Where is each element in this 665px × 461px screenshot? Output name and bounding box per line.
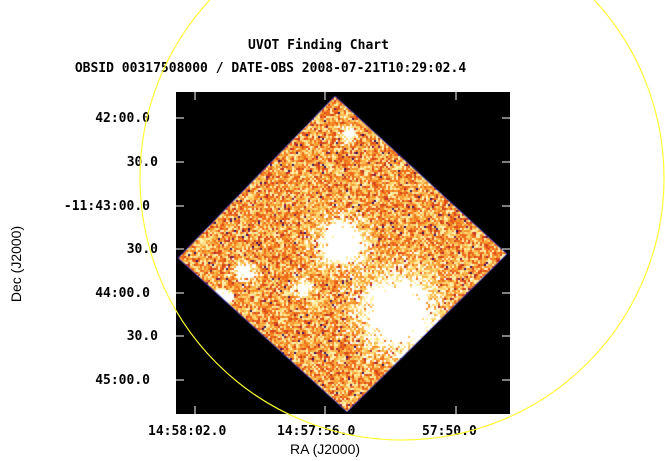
y-tick-label: 30.0 xyxy=(126,329,158,344)
x-axis-label: RA (J2000) xyxy=(290,441,361,457)
y-tick-label: 45:00.0 xyxy=(95,373,150,388)
y-tick-label: 42:00.0 xyxy=(95,111,150,126)
y-tick-label: 30.0 xyxy=(126,242,158,257)
y-tick-label: 44:00.0 xyxy=(95,286,150,301)
chart-subtitle: OBSID 00317508000 / DATE-OBS 2008-07-21T… xyxy=(74,61,467,76)
x-tick-label: 14:58:02.0 xyxy=(148,424,227,439)
x-tick-label: 14:57:56.0 xyxy=(277,424,356,439)
y-tick-label: -11:43:00.0 xyxy=(63,199,150,214)
uvot-image xyxy=(176,92,510,414)
y-tick-label: 30.0 xyxy=(126,155,158,170)
image-panel xyxy=(176,92,510,414)
chart-title: UVOT Finding Chart xyxy=(248,38,389,53)
x-tick-label: 57:50.0 xyxy=(422,424,477,439)
